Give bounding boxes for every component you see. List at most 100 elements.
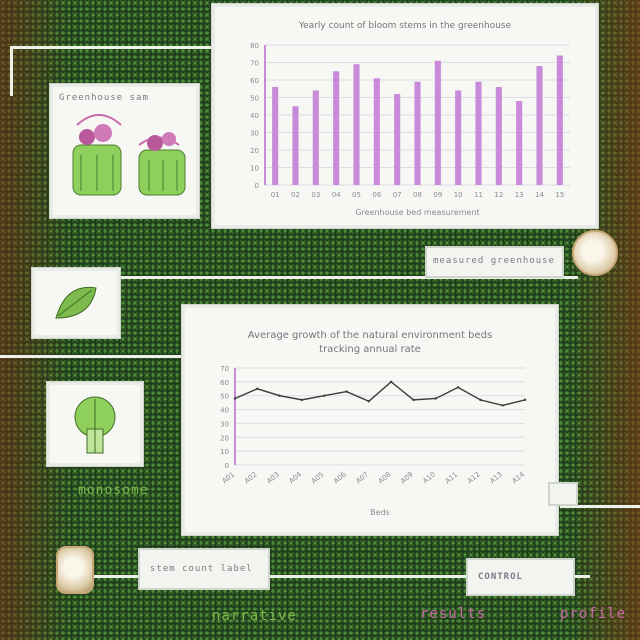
wire-middle — [118, 276, 578, 279]
line-chart-point — [367, 400, 371, 403]
ribbon-label-2-text: stem count label — [150, 564, 253, 574]
line-chart-point — [278, 394, 281, 397]
line-chart-xtick: A09 — [399, 470, 415, 485]
bar-chart-ytick: 80 — [250, 42, 259, 50]
bar-chart-bar — [292, 106, 299, 185]
bar-chart-bar — [394, 94, 401, 185]
bar-chart-xtick: 09 — [433, 191, 442, 199]
bar-chart: 0 10 20 30 40 50 60 70 80 01 02 03 04 05 06 07 08 09 10 11 1… — [250, 42, 570, 217]
line-chart-xtick: A10 — [421, 470, 437, 485]
line-chart-point — [434, 397, 437, 400]
wire-top — [10, 46, 215, 49]
bar-chart-bar — [475, 81, 482, 185]
line-chart-ytick: 60 — [220, 379, 229, 387]
bar-chart-ytick: 10 — [250, 165, 259, 173]
line-chart-ytick: 70 — [220, 365, 229, 373]
word-bottom-left: narrative — [212, 608, 297, 624]
leaf-icon — [55, 286, 97, 319]
line-chart-point — [256, 387, 259, 390]
bar-chart-ytick: 70 — [250, 60, 259, 68]
line-chart-point — [300, 398, 304, 402]
line-chart-xtick: A11 — [444, 470, 460, 485]
bar-chart-bar — [556, 55, 563, 185]
line-chart-xtick: A06 — [332, 470, 348, 485]
bar-chart-bar — [312, 90, 319, 185]
bar-chart-bar — [414, 81, 421, 185]
line-chart-point — [523, 398, 527, 402]
connector-clip — [548, 482, 578, 506]
bar-chart-ytick: 0 — [255, 182, 259, 190]
bar-chart-bar — [333, 71, 340, 185]
bar-chart-title: Yearly count of bloom stems in the green… — [298, 21, 512, 31]
bar-chart-xtick: 02 — [291, 191, 300, 199]
bar-chart-bar — [455, 90, 462, 185]
line-chart-xtick: A13 — [488, 470, 504, 485]
bar-chart-bar — [373, 78, 380, 185]
bar-chart-xtick: 14 — [535, 191, 544, 199]
ribbon-label-2: stem count label — [138, 548, 270, 590]
line-chart-title: Average growth of the natural environmen… — [247, 330, 493, 341]
line-chart-ytick: 30 — [220, 420, 229, 428]
line-chart-ytick: 0 — [225, 462, 229, 470]
bar-chart-xtick: 11 — [474, 191, 483, 199]
plant-portrait-icon — [74, 396, 116, 454]
bar-chart-xtick: 12 — [494, 191, 503, 199]
wire-top-drop — [10, 46, 13, 96]
bar-chart-xtick: 03 — [311, 191, 320, 199]
bar-chart-xtick: 05 — [352, 191, 361, 199]
bar-chart-xtick: 07 — [393, 191, 402, 199]
line-chart-xtick: A08 — [377, 470, 393, 485]
bar-chart-bar — [272, 87, 279, 185]
leaf-card — [32, 268, 120, 338]
bar-chart-card: Yearly count of bloom stems in the green… — [212, 4, 598, 228]
line-chart-xtick: A14 — [511, 470, 527, 485]
line-chart-xtick: A01 — [221, 470, 237, 485]
wire-bottom — [90, 575, 590, 578]
plant-portrait-card — [47, 382, 143, 466]
ribbon-label-3: CONTROL — [466, 558, 575, 596]
ribbon-label-1-text: measured greenhouse samples — [433, 256, 556, 266]
line-chart-xtick: A03 — [265, 470, 281, 485]
bar-chart-bar — [434, 60, 441, 185]
bar-chart-xtick: 01 — [271, 191, 280, 199]
bar-chart-xtick: 13 — [515, 191, 524, 199]
bar-chart-xtick: 10 — [454, 191, 463, 199]
line-chart-point — [412, 398, 415, 402]
line-chart-ytick: 40 — [220, 407, 229, 415]
line-chart-ytick: 10 — [220, 448, 229, 456]
line-chart-ytick: 50 — [220, 393, 229, 401]
bar-chart-ytick: 50 — [250, 95, 259, 103]
ribbon-label-1: measured greenhouse samples — [425, 246, 564, 278]
line-chart-subtitle: tracking annual rate — [319, 344, 421, 355]
line-chart-point — [456, 386, 460, 389]
line-chart-xtick: A04 — [288, 470, 304, 485]
line-chart-series — [234, 380, 526, 407]
bar-chart-ytick: 60 — [250, 77, 259, 85]
line-chart-xtick: A07 — [354, 470, 370, 485]
bar-chart-bar — [495, 87, 502, 185]
bar-chart-xtick: 04 — [332, 191, 341, 199]
line-chart-ytick: 20 — [220, 434, 229, 442]
bar-chart-ytick: 20 — [250, 147, 259, 155]
plant-label: monosome — [78, 483, 149, 498]
ribbon-label-3-text: CONTROL — [478, 572, 523, 582]
wire-left — [0, 355, 185, 358]
bar-chart-bar — [353, 64, 360, 185]
line-chart-xtick: A05 — [310, 470, 326, 485]
line-chart-point — [233, 397, 237, 400]
line-chart-xtick: A02 — [243, 470, 259, 485]
line-chart-xlabel: Beds — [370, 508, 390, 517]
bar-chart-xlabel: Greenhouse bed measurement — [355, 208, 479, 217]
line-chart-xtick: A12 — [466, 470, 482, 485]
bar-chart-bar — [536, 66, 543, 185]
knob-right — [572, 230, 618, 276]
bar-chart-xtick: 06 — [372, 191, 381, 199]
potted-plants-illustration — [72, 114, 186, 196]
line-chart-point — [389, 380, 393, 384]
bar-chart-ytick: 40 — [250, 112, 259, 120]
line-chart-point — [345, 390, 348, 393]
bar-chart-bar — [516, 101, 523, 185]
line-chart-card: Average growth of the natural environmen… — [182, 305, 558, 535]
bar-chart-xtick: 08 — [413, 191, 422, 199]
line-chart-point — [501, 404, 504, 407]
